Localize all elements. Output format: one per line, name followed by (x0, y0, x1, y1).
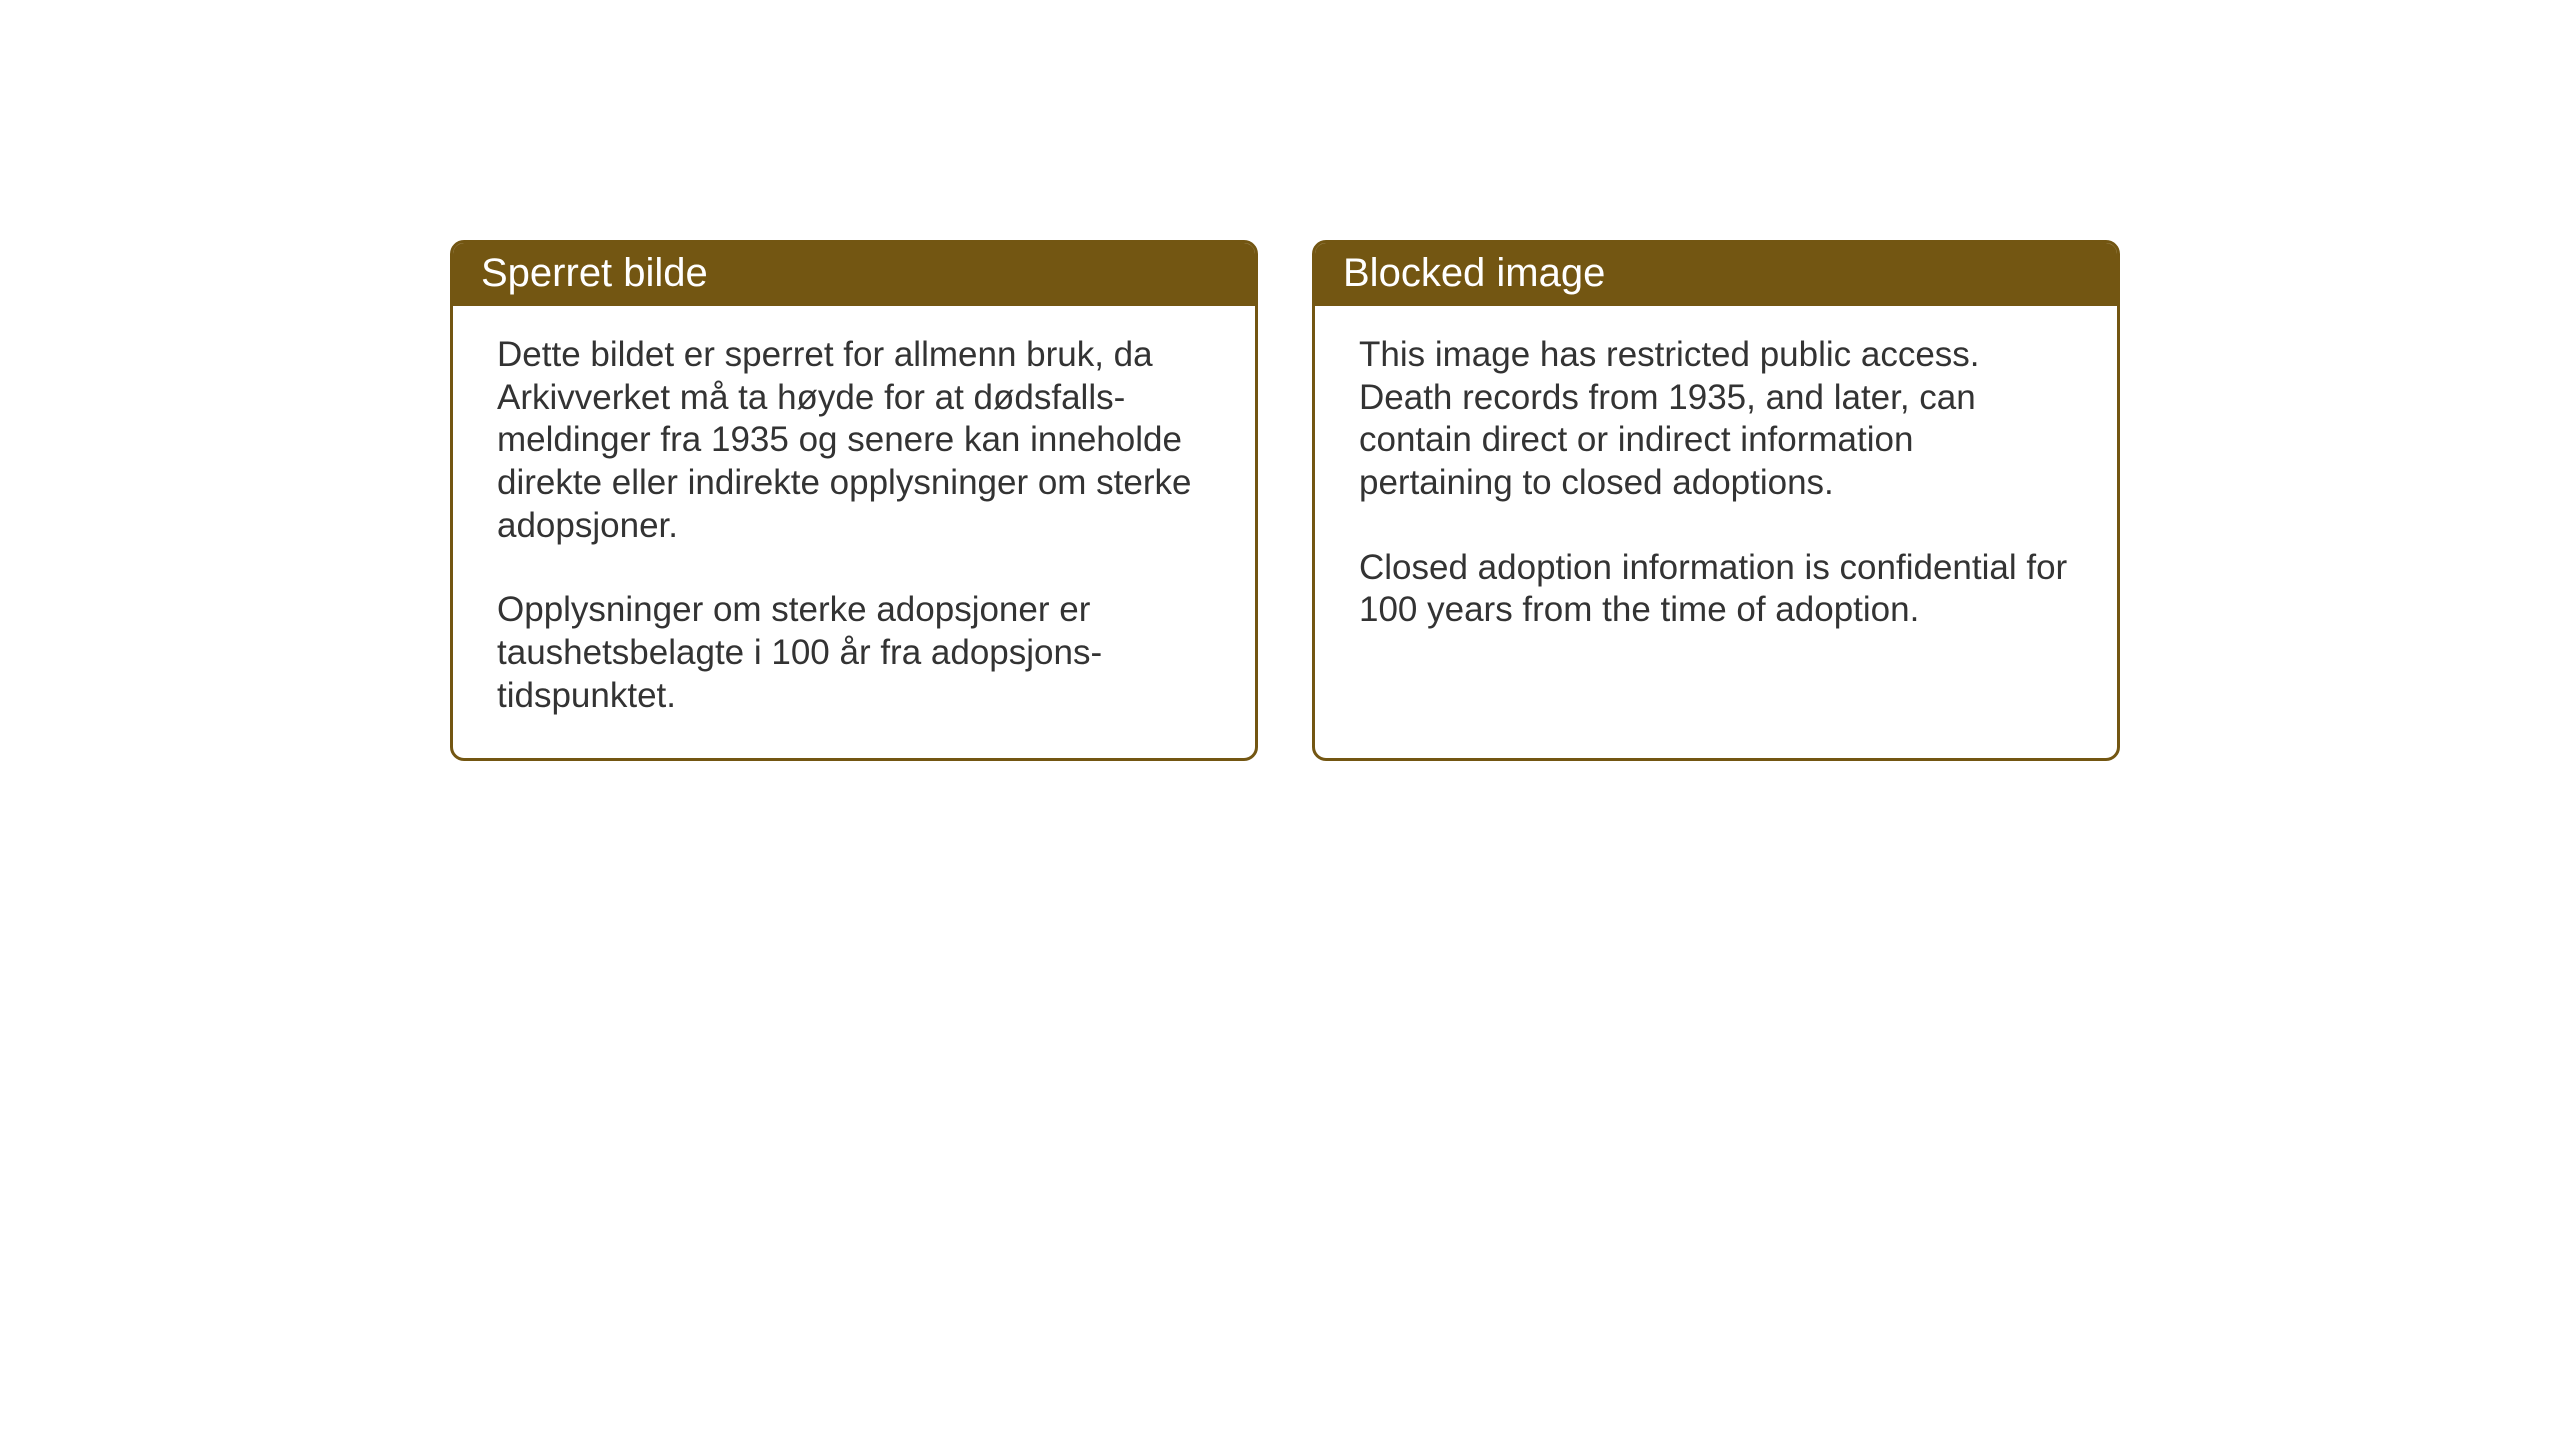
notice-card-norwegian: Sperret bilde Dette bildet er sperret fo… (450, 240, 1258, 761)
notice-card-english: Blocked image This image has restricted … (1312, 240, 2120, 761)
card-paragraph-norwegian-2: Opplysninger om sterke adopsjoner er tau… (497, 589, 1211, 717)
card-paragraph-english-2: Closed adoption information is confident… (1359, 547, 2073, 632)
card-paragraph-norwegian-1: Dette bildet er sperret for allmenn bruk… (497, 334, 1211, 547)
card-title-english: Blocked image (1343, 251, 1605, 295)
notice-cards-container: Sperret bilde Dette bildet er sperret fo… (450, 240, 2120, 761)
card-header-norwegian: Sperret bilde (453, 243, 1255, 306)
card-body-norwegian: Dette bildet er sperret for allmenn bruk… (453, 306, 1255, 758)
card-paragraph-english-1: This image has restricted public access.… (1359, 334, 2073, 505)
card-body-english: This image has restricted public access.… (1315, 306, 2117, 746)
card-title-norwegian: Sperret bilde (481, 251, 708, 295)
card-header-english: Blocked image (1315, 243, 2117, 306)
